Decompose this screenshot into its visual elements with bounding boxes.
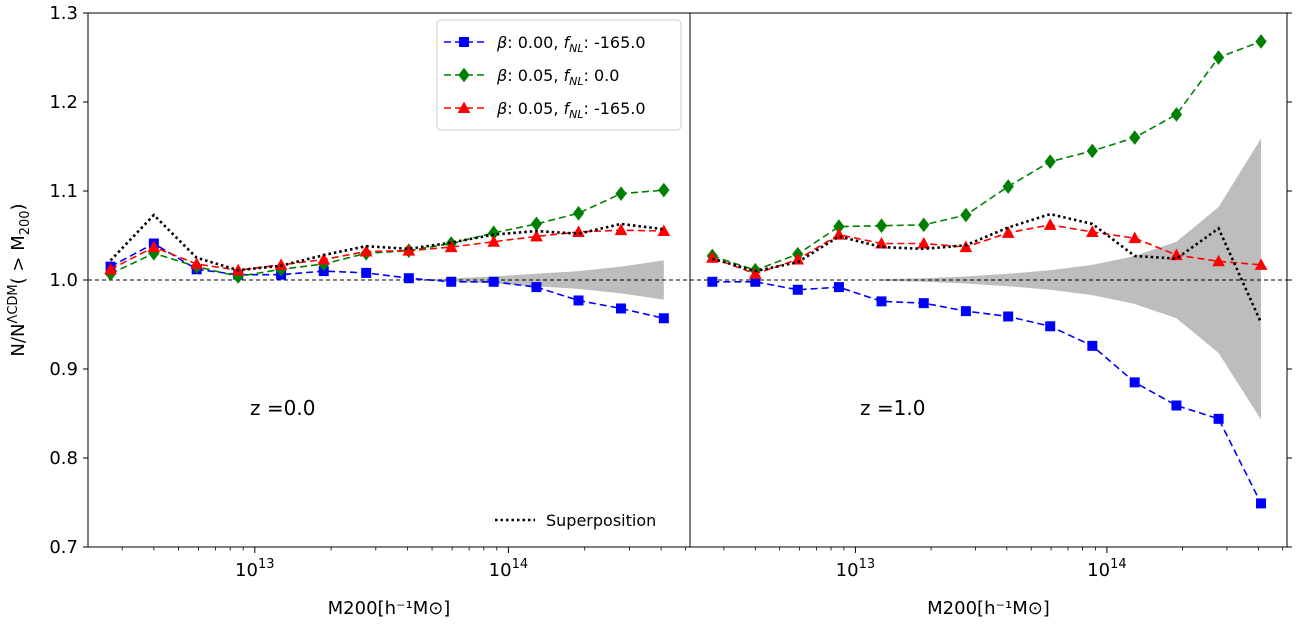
axes	[83, 12, 1292, 553]
right-series-2-point-12	[1212, 254, 1225, 267]
left-series-0-line	[110, 242, 664, 320]
left-redshift-annotation: z =0.0	[250, 396, 315, 420]
legend-entry-label-1: β: 0.05, fNL: 0.0	[496, 66, 619, 88]
right-series-0-point-7	[1003, 311, 1014, 322]
right-series-2-point-5	[917, 236, 931, 249]
left-series-1-point-10	[530, 216, 543, 232]
right-redshift-annotation: z =1.0	[860, 396, 925, 420]
left-series-0-point-12	[616, 303, 627, 314]
left-series-2-point-10	[530, 229, 543, 242]
right-series-1-point-13	[1255, 34, 1267, 49]
y-tick-label-0: 0.7	[49, 537, 78, 558]
right-series-3-line	[712, 212, 1263, 324]
legend-swatch-marker-0	[459, 37, 469, 47]
right-series-1-point-9	[1086, 143, 1098, 159]
y-tick-label-3: 1.0	[49, 270, 78, 291]
left-series-0-point-9	[488, 276, 499, 287]
right-series-0-point-8	[1045, 321, 1056, 332]
y-tick-label-4: 1.1	[49, 181, 78, 202]
right-series-1-point-7	[1002, 179, 1014, 194]
left-x-tick-label-0: 1013	[235, 557, 274, 581]
left-series-2-point-0	[104, 262, 117, 275]
right-series-2-point-13	[1254, 258, 1268, 270]
right-series-0-point-12	[1213, 413, 1224, 424]
right-series-1-point-8	[1044, 154, 1056, 169]
right-series-0-line	[712, 280, 1262, 504]
right-series-2-point-2	[791, 252, 805, 265]
right-series-0-point-13	[1256, 498, 1267, 509]
legend-box	[436, 19, 682, 131]
axis-labels: 0.7 0.8 0.9 1.0 1.1 1.2 1.3 1013 1014 M200[h⁻¹M⊙]…	[6, 3, 1127, 619]
y-tick-label-6: 1.3	[49, 3, 78, 24]
legend-entry-label-2: β: 0.05, fNL: -165.0	[496, 99, 646, 121]
left-x-tick-label-1: 1014	[489, 557, 528, 581]
right-series-2-point-10	[1128, 231, 1142, 244]
left-series-2-line	[110, 229, 664, 272]
right-series-1-point-10	[1129, 130, 1141, 145]
left-series-2-point-7	[402, 244, 416, 256]
left-series-0-point-13	[658, 313, 669, 324]
legend: β: 0.00, fNL: -165.0 β: 0.05, fNL: 0.0 β: …	[436, 19, 682, 530]
left-series-0-point-6	[361, 267, 372, 278]
right-series-0-point-4	[876, 296, 887, 307]
left-series-2-point-11	[572, 225, 585, 237]
left-series-0-point-11	[573, 295, 584, 306]
right-series-0-point-10	[1129, 377, 1140, 388]
legend-swatch-marker-2	[457, 101, 471, 113]
right-series-0-point-6	[960, 306, 971, 317]
legend-entry-label-0: β: 0.00, fNL: -165.0	[496, 33, 646, 55]
left-series-1-point-12	[615, 186, 627, 201]
right-series-1-point-4	[875, 218, 888, 234]
left-panel-plot	[88, 182, 690, 324]
right-series-0-point-0	[707, 276, 718, 287]
left-series-2-point-6	[359, 244, 373, 257]
y-tick-label-2: 0.9	[49, 359, 78, 380]
left-x-axis-label: M200[h⁻¹M⊙]	[328, 598, 451, 619]
right-series-2-point-9	[1085, 225, 1099, 237]
left-series-1-point-13	[658, 182, 670, 198]
legend-swatch-marker-1	[458, 67, 470, 83]
left-series-2-point-1	[147, 240, 161, 253]
left-series-0-point-7	[403, 273, 414, 284]
right-series-0-point-2	[792, 284, 803, 295]
y-tick-label-1: 0.8	[49, 448, 78, 469]
left-series-2-point-5	[317, 252, 331, 265]
right-series-2-point-1	[748, 267, 762, 279]
right-series-2-point-7	[1001, 226, 1015, 238]
left-series-2-point-9	[487, 235, 501, 247]
right-x-tick-label-0: 1013	[836, 557, 875, 581]
right-series-0-point-5	[918, 298, 929, 309]
right-series-1-point-11	[1170, 107, 1183, 122]
right-uncertainty-band	[881, 138, 1262, 420]
y-axis-label: N/NΛCDM( > M200)	[6, 203, 33, 356]
left-series-0-point-10	[531, 282, 542, 293]
right-x-tick-label-1: 1014	[1087, 557, 1126, 581]
left-series-1-point-11	[572, 205, 585, 221]
right-series-0-point-11	[1171, 400, 1182, 411]
left-series-2-point-4	[274, 258, 288, 270]
right-x-axis-label: M200[h⁻¹M⊙]	[927, 598, 1050, 619]
right-series-1-line	[712, 40, 1262, 272]
right-series-1-point-5	[918, 217, 930, 233]
right-series-0-point-3	[833, 282, 844, 293]
left-series-0-point-8	[446, 276, 457, 287]
right-series-1-point-12	[1212, 50, 1225, 65]
y-tick-label-5: 1.2	[49, 92, 78, 113]
left-series-2-point-12	[614, 223, 628, 236]
right-series-2-point-8	[1043, 218, 1057, 230]
left-series-2-point-8	[444, 240, 458, 253]
left-series-2-point-2	[190, 257, 204, 269]
right-series-2-line	[712, 224, 1262, 275]
right-series-2-point-0	[706, 251, 719, 263]
left-series-1-line	[110, 189, 664, 278]
right-series-0-point-9	[1087, 340, 1098, 351]
left-series-2-point-13	[657, 224, 671, 237]
right-panel-plot	[690, 34, 1287, 509]
legend-superposition-label: Superposition	[546, 511, 656, 530]
right-series-1-point-6	[960, 207, 972, 223]
